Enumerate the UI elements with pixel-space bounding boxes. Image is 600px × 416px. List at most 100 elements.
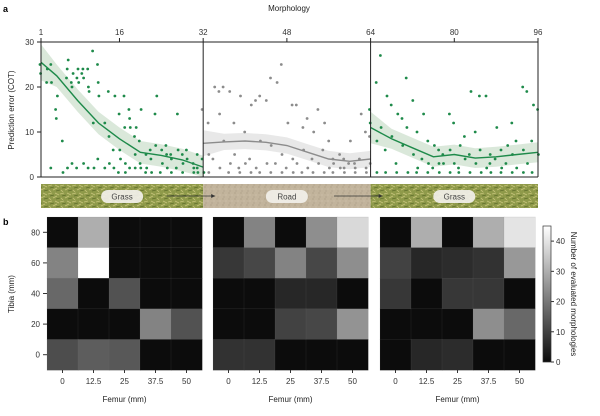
- data-point-road: [218, 112, 222, 116]
- data-point-road: [300, 171, 304, 174]
- terrain-label: Grass: [444, 193, 465, 202]
- heatmap-cell: [243, 277, 276, 310]
- data-point-grass-1: [77, 81, 81, 84]
- data-point-road: [279, 63, 283, 66]
- data-point-road: [264, 99, 268, 102]
- data-point-grass-2: [394, 162, 398, 165]
- data-point-grass-1: [54, 108, 57, 111]
- data-point-grass-1: [195, 153, 199, 156]
- data-point-grass-1: [133, 166, 137, 170]
- data-point-grass-1: [149, 157, 153, 161]
- data-point-grass-1: [124, 162, 127, 165]
- data-point-grass-2: [515, 166, 519, 170]
- data-point-grass-2: [485, 166, 489, 170]
- data-point-grass-2: [396, 112, 400, 116]
- heatmap-cell: [472, 216, 505, 249]
- colorbar-tick-label: 40: [556, 237, 565, 246]
- data-point-grass-1: [86, 166, 90, 170]
- panel-label-b: b: [3, 217, 9, 227]
- data-point-grass-1: [176, 112, 179, 116]
- data-point-grass-2: [374, 81, 378, 84]
- heatmap-cell: [46, 308, 79, 340]
- data-point-grass-1: [92, 166, 96, 170]
- data-point-grass-1: [128, 117, 132, 120]
- data-point-grass-2: [484, 94, 488, 98]
- heatmap-cell: [243, 308, 276, 340]
- data-point-grass-1: [181, 171, 185, 174]
- data-point-grass-1: [103, 121, 107, 125]
- data-point-grass-2: [530, 171, 534, 174]
- data-point-grass-2: [405, 126, 409, 129]
- data-point-grass-2: [385, 94, 389, 98]
- heatmap-cell: [472, 247, 505, 279]
- x-tick-label: 0: [393, 377, 398, 386]
- data-point-road: [331, 171, 335, 174]
- data-point-grass-1: [65, 76, 68, 80]
- heatmap-cell: [77, 308, 110, 340]
- data-point-grass-1: [96, 63, 99, 66]
- data-point-grass-2: [442, 162, 445, 165]
- terrain-strip: Grass Road Grass: [41, 184, 538, 208]
- colorbar: [542, 225, 552, 363]
- data-point-grass-1: [70, 85, 74, 89]
- x-tick-label: 0: [226, 377, 231, 386]
- heatmap-cell: [305, 216, 338, 249]
- data-point-road: [221, 85, 225, 89]
- data-point-grass-2: [395, 171, 399, 174]
- data-point-grass-1: [176, 148, 180, 152]
- data-point-grass-1: [49, 166, 53, 170]
- heatmap-cell: [336, 308, 369, 340]
- heatmap-cell: [212, 308, 245, 340]
- data-point-grass-2: [400, 117, 404, 120]
- data-point-grass-1: [56, 94, 59, 98]
- data-point-road: [206, 121, 210, 125]
- y-tick-label: 30: [25, 38, 34, 47]
- data-point-grass-1: [45, 81, 48, 84]
- data-point-road: [291, 157, 295, 161]
- heatmap-cell: [305, 339, 338, 371]
- data-point-road: [213, 85, 217, 89]
- confidence-band-1: [41, 44, 204, 177]
- data-point-grass-1: [112, 166, 116, 170]
- data-point-grass-2: [458, 144, 462, 147]
- data-point-grass-2: [422, 112, 425, 116]
- data-point-road: [243, 130, 247, 134]
- data-point-grass-2: [401, 144, 405, 147]
- heatmap-cell: [410, 339, 443, 371]
- data-point-grass-2: [474, 162, 478, 165]
- x-tick-label: 25: [120, 377, 129, 386]
- scatter-plot: 1 16 32 48 64 80 96 0 10 20 30: [25, 28, 543, 182]
- data-point-grass-1: [192, 166, 196, 170]
- data-point-road: [359, 112, 363, 116]
- heatmap-cell: [139, 339, 172, 371]
- data-point-grass-1: [96, 81, 100, 84]
- data-point-grass-1: [107, 135, 111, 138]
- data-point-grass-1: [71, 72, 75, 75]
- data-point-road: [323, 121, 326, 125]
- heatmap-cell: [108, 339, 141, 371]
- data-point-grass-2: [433, 144, 436, 147]
- data-point-road: [269, 144, 273, 147]
- data-point-grass-1: [133, 135, 136, 138]
- arrow-head-icon: [211, 194, 216, 198]
- data-point-road: [312, 130, 316, 134]
- data-point-grass-2: [383, 148, 387, 152]
- heatmap-cell: [336, 247, 369, 279]
- data-point-grass-1: [180, 153, 184, 156]
- data-point-grass-2: [420, 157, 424, 161]
- data-point-grass-1: [154, 144, 158, 147]
- heatmap-cell: [139, 308, 172, 340]
- data-point-grass-2: [514, 139, 518, 143]
- y-axis-title-a: Prediction error (COT): [7, 70, 16, 149]
- data-point-grass-1: [65, 67, 69, 71]
- data-point-road: [353, 171, 357, 174]
- data-point-road: [280, 171, 284, 174]
- data-point-grass-1: [86, 67, 90, 71]
- data-point-grass-2: [463, 135, 466, 138]
- data-point-grass-1: [170, 171, 173, 174]
- data-point-road: [280, 153, 284, 156]
- heatmap-cell: [170, 247, 203, 279]
- data-point-grass-2: [416, 166, 420, 170]
- heatmap-cell: [472, 308, 505, 340]
- data-point-grass-2: [448, 112, 451, 116]
